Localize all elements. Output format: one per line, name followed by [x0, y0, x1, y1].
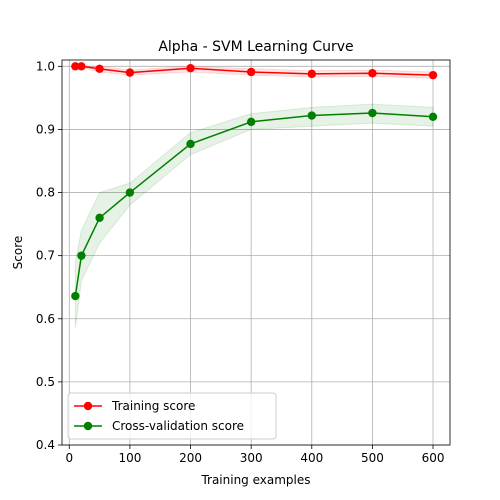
- y-tick-label: 0.5: [36, 375, 55, 389]
- training-score-point: [77, 62, 86, 71]
- y-tick-label: 0.9: [36, 122, 55, 136]
- x-tick-label: 300: [240, 451, 263, 465]
- training-score-point: [186, 64, 195, 73]
- training-score-point: [95, 64, 104, 74]
- legend-cv-label: Cross-validation score: [112, 419, 244, 433]
- training-score-point: [368, 69, 377, 78]
- cv-score-point: [95, 213, 104, 222]
- x-tick-label: 200: [179, 451, 202, 465]
- legend-cv-marker: [83, 421, 93, 431]
- y-tick-label: 0.4: [36, 438, 55, 452]
- chart-title: Alpha - SVM Learning Curve: [158, 39, 353, 55]
- x-tick-label: 600: [422, 451, 445, 465]
- x-tick-label: 0: [65, 451, 73, 465]
- legend-training-label: Training score: [111, 399, 195, 413]
- y-tick-label: 1.0: [36, 59, 55, 73]
- cv-score-band: [74, 103, 434, 329]
- training-score-point: [428, 70, 438, 80]
- x-tick-label: 100: [118, 451, 141, 465]
- series-markers: [71, 62, 438, 301]
- x-tick-label: 400: [300, 451, 323, 465]
- y-tick-label: 0.8: [36, 186, 55, 200]
- cv-score-point: [368, 108, 377, 118]
- training-score-point: [125, 68, 135, 77]
- cv-score-point: [246, 117, 256, 127]
- cv-score-point: [125, 188, 135, 197]
- training-score-point: [246, 67, 256, 77]
- y-tick-label: 0.6: [36, 312, 55, 326]
- y-tick-label: 0.7: [36, 249, 55, 263]
- legend-box: [67, 392, 277, 440]
- y-axis-label: Score: [11, 236, 25, 270]
- legend-training-marker: [83, 401, 93, 411]
- cv-score-point: [77, 251, 86, 260]
- plot-frame: [61, 59, 451, 446]
- cv-score-point: [71, 291, 80, 301]
- axis-ticks: 0 100 200 300 400 500 600 0.4 0.5 0.6 0.7 0.8 0.9 1.0: [36, 59, 445, 465]
- x-tick-label: 500: [361, 451, 384, 465]
- training-score-point: [307, 69, 316, 79]
- cv-score-point: [428, 112, 438, 122]
- x-axis-label: Training examples: [200, 473, 310, 487]
- cv-score-point: [186, 139, 195, 149]
- training-score-point: [71, 62, 80, 71]
- legend: Training score Cross-validation score: [67, 392, 277, 440]
- cv-score-point: [307, 111, 316, 120]
